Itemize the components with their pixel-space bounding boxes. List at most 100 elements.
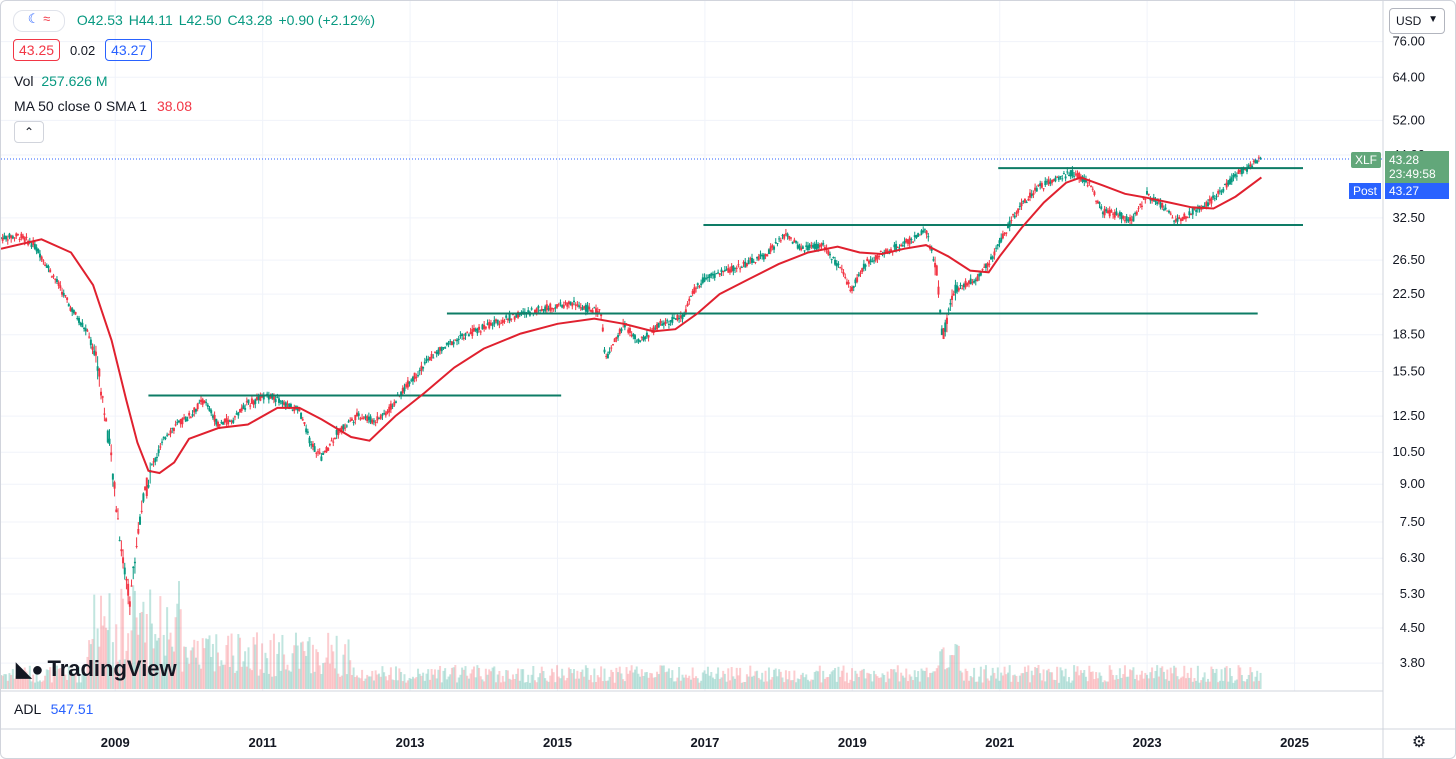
volume-bar [1200, 680, 1203, 689]
candle-body [817, 244, 820, 249]
volume-bar [1127, 676, 1130, 689]
volume-bar [257, 675, 260, 689]
candle-body [101, 396, 104, 398]
volume-bar [1174, 667, 1177, 689]
candle-body [725, 269, 728, 271]
candle-body [1068, 175, 1071, 177]
candle-body [771, 245, 774, 248]
volume-bar [479, 676, 482, 689]
candle-body [784, 233, 787, 235]
volume-bar [642, 676, 645, 689]
candle-body [1071, 170, 1074, 176]
candle-body [908, 237, 911, 245]
currency-select[interactable]: USD ▼ [1389, 8, 1445, 34]
candle-body [661, 323, 664, 326]
volume-bar [233, 672, 236, 689]
ask-button[interactable]: 43.27 [105, 39, 153, 61]
candle-body [1173, 220, 1176, 222]
candle-body [1020, 202, 1023, 207]
volume-bar [1183, 665, 1186, 689]
candle-body [786, 233, 789, 237]
candle-body [876, 255, 879, 259]
candle-body [176, 422, 179, 424]
volume-bar [1115, 675, 1118, 689]
candle-body [333, 438, 336, 440]
candle-body [956, 285, 959, 292]
volume-bar [1256, 670, 1259, 689]
candle-body [288, 404, 291, 410]
watermark-text: TradingView [47, 656, 177, 681]
volume-bar [988, 680, 991, 689]
volume-bar [301, 641, 304, 689]
candle-body [934, 263, 937, 268]
candle-body [1179, 218, 1182, 222]
candle-body [501, 319, 504, 323]
candle-body [233, 416, 236, 418]
volume-bar [1049, 672, 1052, 689]
volume-bar [757, 677, 760, 689]
volume-bar [439, 665, 442, 689]
volume-bar [1230, 676, 1233, 689]
volume-bar [495, 682, 498, 689]
volume-bar [861, 669, 864, 689]
candle-body [222, 422, 225, 425]
candle-body [283, 402, 286, 406]
volume-bar [300, 642, 303, 689]
volume-bar [32, 674, 35, 689]
volume-bar [1008, 665, 1011, 689]
candle-body [547, 308, 550, 310]
volume-bar [206, 639, 209, 689]
volume-bar [186, 657, 189, 689]
candle-body [1217, 190, 1220, 194]
candle-body [832, 257, 835, 259]
collapse-legend-button[interactable]: ⌃ [14, 121, 44, 143]
candle-body [130, 585, 133, 587]
candle-body [844, 276, 847, 278]
candle-body [591, 310, 594, 313]
candle-body [93, 350, 96, 355]
candle-body [630, 335, 633, 337]
candle-body [1222, 188, 1225, 192]
volume-bar [1076, 666, 1079, 689]
candle-body [6, 239, 9, 241]
candle-body [1105, 209, 1108, 212]
volume-bar [967, 680, 970, 689]
candle-body [742, 262, 745, 264]
volume-bar [966, 670, 969, 689]
candle-body [681, 314, 684, 320]
candle-body [1030, 193, 1033, 197]
volume-bar [523, 682, 526, 689]
settings-button[interactable]: ⚙ [1407, 732, 1431, 754]
candle-body [620, 328, 623, 332]
candle-body [89, 339, 92, 346]
volume-bar [47, 670, 50, 689]
candle-body [508, 314, 511, 321]
candle-body [962, 283, 965, 288]
candle-body [74, 312, 77, 315]
volume-bar [1222, 680, 1225, 689]
volume-bar [289, 671, 292, 689]
candle-body [1161, 203, 1164, 208]
visibility-toggle-button[interactable]: ☾ ≈ [13, 10, 65, 32]
volume-bar [147, 666, 150, 689]
candle-body [215, 418, 218, 425]
volume-bar [810, 679, 813, 689]
volume-bar [457, 677, 460, 689]
volume-bar [49, 667, 52, 689]
candle-body [700, 283, 703, 286]
volume-bar [18, 671, 21, 689]
candle-body [1242, 168, 1245, 171]
volume-bar [659, 665, 662, 689]
volume-bar [650, 673, 653, 689]
volume-bar [322, 663, 325, 689]
volume-bar [920, 668, 923, 689]
bid-button[interactable]: 43.25 [13, 39, 61, 61]
candle-body [793, 239, 796, 243]
candle-body [77, 317, 80, 323]
volume-bar [1, 675, 2, 689]
volume-bar [1212, 669, 1215, 689]
volume-bar [928, 672, 931, 689]
volume-bar [959, 670, 962, 689]
candle-body [940, 328, 943, 335]
